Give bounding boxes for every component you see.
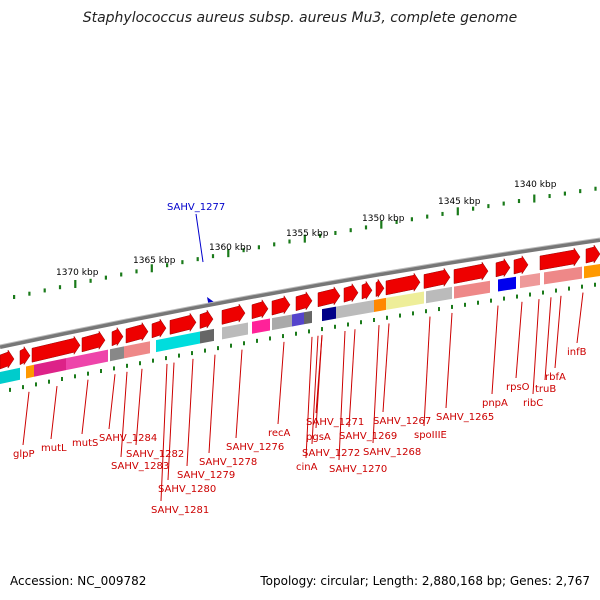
gene-label-SAHV_1265[interactable]: SAHV_1265: [436, 412, 494, 423]
gene-label-ribC[interactable]: ribC: [523, 398, 543, 409]
tick-label-1370: 1370 kbp: [56, 268, 99, 278]
tick-label-1350: 1350 kbp: [362, 214, 405, 224]
gene-label-SAHV_1272[interactable]: SAHV_1272: [302, 448, 360, 459]
scale-dotted-arc: [13, 186, 597, 299]
inner-tick-track: [9, 282, 596, 392]
gene-label-rbfA[interactable]: rbfA: [545, 372, 566, 383]
gene-label-SAHV_1276[interactable]: SAHV_1276: [226, 442, 284, 453]
gene-label-SAHV_1269[interactable]: SAHV_1269: [339, 431, 397, 442]
tick-label-1365: 1365 kbp: [133, 256, 176, 266]
genome-info-text: Topology: circular; Length: 2,880,168 bp…: [260, 574, 590, 588]
gene-label-rpsO[interactable]: rpsO: [506, 382, 530, 393]
gene-label-cinA[interactable]: cinA: [296, 462, 318, 473]
accession-text: Accession: NC_009782: [10, 574, 147, 588]
genome-backbone: [0, 237, 600, 349]
gene-label-pnpA[interactable]: pnpA: [482, 398, 508, 409]
gene-label-SAHV_1271[interactable]: SAHV_1271: [306, 417, 364, 428]
feature-color-track: [0, 264, 600, 384]
gene-label-SAHV_1270[interactable]: SAHV_1270: [329, 464, 387, 475]
tick-label-1360: 1360 kbp: [209, 243, 252, 253]
gene-label-pgsA[interactable]: pgsA: [306, 432, 331, 443]
gene-label-SAHV_1282[interactable]: SAHV_1282: [126, 449, 184, 460]
gene-label-recA[interactable]: recA: [268, 428, 291, 439]
gene-label-SAHV_1281[interactable]: SAHV_1281: [151, 505, 209, 516]
gene-label-glpP[interactable]: glpP: [13, 449, 35, 460]
genome-title: Staphylococcus aureus subsp. aureus Mu3,…: [82, 10, 518, 26]
gene-label-mutL[interactable]: mutL: [41, 443, 67, 454]
gene-label-SAHV_1279[interactable]: SAHV_1279: [177, 470, 235, 481]
highlight-gene-marker[interactable]: SAHV_1277: [167, 202, 225, 307]
gene-arrow-track: [0, 244, 600, 370]
gene-label-SAHV_1268[interactable]: SAHV_1268: [363, 447, 421, 458]
gene-label-spoIIIE[interactable]: spoIIIE: [414, 430, 447, 441]
gene-label-SAHV_1283[interactable]: SAHV_1283: [111, 461, 169, 472]
gene-label-SAHV_1267[interactable]: SAHV_1267: [373, 416, 431, 427]
gene-labels: infB rbfA truB ribC rpsO pnpA SAHV_1265 …: [13, 347, 587, 516]
gene-label-SAHV_1284[interactable]: SAHV_1284: [99, 433, 157, 444]
tick-label-1345: 1345 kbp: [438, 197, 481, 207]
tick-label-1355: 1355 kbp: [286, 229, 329, 239]
tick-label-1340: 1340 kbp: [514, 180, 557, 190]
gene-label-SAHV_1280[interactable]: SAHV_1280: [158, 484, 216, 495]
gene-label-truB[interactable]: truB: [535, 384, 556, 395]
gene-label-SAHV_1278[interactable]: SAHV_1278: [199, 457, 257, 468]
scale-tick-labels: 1370 kbp 1365 kbp 1360 kbp 1355 kbp 1350…: [56, 180, 557, 278]
gene-label-leaders: [22, 292, 584, 502]
gene-label-infB[interactable]: infB: [567, 347, 587, 358]
highlight-gene-label[interactable]: SAHV_1277: [167, 202, 225, 213]
gene-label-mutS[interactable]: mutS: [72, 438, 98, 449]
